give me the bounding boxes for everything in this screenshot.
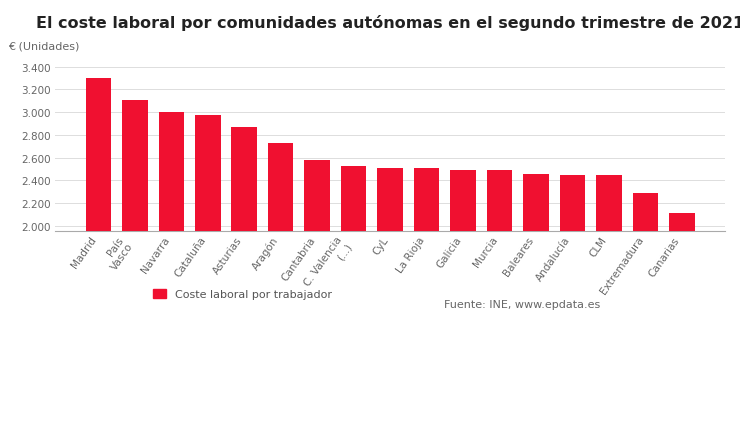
Bar — [523, 174, 548, 232]
Bar — [122, 100, 147, 232]
Bar — [377, 168, 403, 232]
Bar — [559, 176, 585, 232]
Bar — [414, 169, 440, 232]
Title: El coste laboral por comunidades autónomas en el segundo trimestre de 2021: El coste laboral por comunidades autónom… — [36, 15, 740, 31]
Bar — [596, 176, 622, 232]
Bar — [86, 79, 111, 232]
Bar — [487, 170, 512, 232]
Bar — [341, 167, 366, 232]
Bar — [450, 170, 476, 232]
Bar — [195, 116, 221, 232]
Bar — [232, 128, 257, 232]
Bar — [633, 194, 658, 232]
Bar — [669, 214, 695, 232]
Bar — [158, 113, 184, 232]
Bar — [304, 161, 330, 232]
Bar — [268, 144, 294, 232]
Text: € (Unidades): € (Unidades) — [8, 42, 80, 52]
Legend: Coste laboral por trabajador: Coste laboral por trabajador — [153, 289, 332, 299]
Text: Fuente: INE, www.epdata.es: Fuente: INE, www.epdata.es — [444, 299, 600, 309]
